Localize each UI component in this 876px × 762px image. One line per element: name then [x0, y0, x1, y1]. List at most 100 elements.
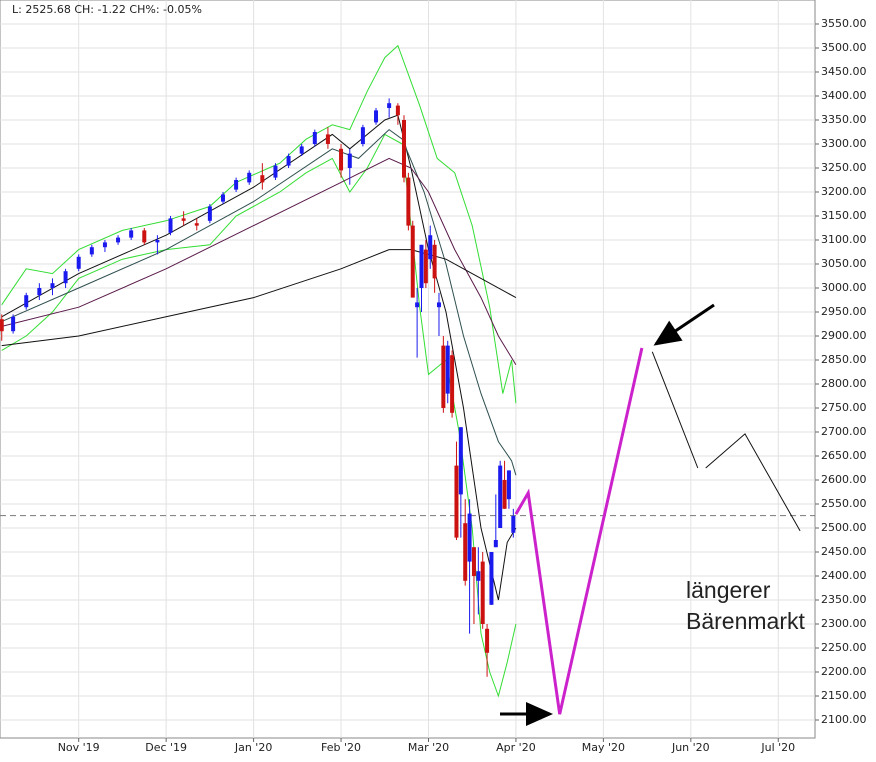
candle-body	[24, 295, 29, 308]
candle-body	[467, 513, 472, 562]
y-tick-label: 2100.00	[821, 713, 867, 726]
candle-body	[360, 127, 365, 144]
y-tick-label: 2400.00	[821, 569, 867, 582]
candle-body	[419, 244, 424, 288]
candle-body	[395, 105, 400, 116]
y-tick-label: 2700.00	[821, 425, 867, 438]
candle-body	[312, 132, 317, 144]
y-tick-label: 2500.00	[821, 521, 867, 534]
candle-body	[454, 465, 459, 538]
x-tick-label: Jul '20	[760, 741, 795, 754]
y-tick-label: 3150.00	[821, 209, 867, 222]
candle-body	[63, 271, 68, 284]
candle-body	[423, 249, 428, 284]
y-tick-label: 2450.00	[821, 545, 867, 558]
y-tick-label: 3050.00	[821, 257, 867, 270]
candle-body	[471, 547, 476, 576]
indicator-line	[651, 351, 801, 532]
x-tick-label: May '20	[582, 741, 625, 754]
candle-body	[89, 247, 94, 255]
candle-body	[260, 175, 265, 183]
candle-body	[207, 206, 212, 221]
y-tick-label: 2600.00	[821, 473, 867, 486]
y-tick-label: 2650.00	[821, 449, 867, 462]
candle-body	[168, 218, 173, 233]
candle-body	[116, 237, 121, 243]
candle-body	[325, 134, 330, 144]
candle-body	[142, 230, 147, 243]
candle-body	[450, 355, 455, 413]
candle-body	[415, 302, 420, 308]
candle-body	[511, 516, 516, 533]
x-tick-label: Apr '20	[496, 741, 536, 754]
candle-body	[181, 218, 186, 221]
y-tick-label: 2150.00	[821, 689, 867, 702]
y-tick-label: 2750.00	[821, 401, 867, 414]
indicator-line	[1, 44, 517, 404]
candle-body	[458, 427, 463, 495]
candle-body	[502, 480, 507, 509]
candle-body	[432, 244, 437, 279]
x-tick-label: Feb '20	[321, 741, 361, 754]
candle-body	[480, 561, 485, 624]
y-tick-label: 2200.00	[821, 665, 867, 678]
y-tick-label: 2300.00	[821, 617, 867, 630]
candle-body	[299, 146, 304, 154]
candle-body	[273, 165, 278, 178]
candle-body	[410, 225, 415, 298]
y-tick-label: 2950.00	[821, 305, 867, 318]
x-tick-label: Jun '20	[671, 741, 710, 754]
y-tick-label: 3500.00	[821, 41, 867, 54]
candle-body	[76, 256, 81, 269]
indicator-line	[1, 249, 517, 347]
y-tick-label: 3350.00	[821, 113, 867, 126]
candle-body	[374, 110, 379, 123]
candle-body	[234, 180, 239, 190]
y-tick-label: 3550.00	[821, 17, 867, 30]
candle-body	[220, 194, 225, 202]
candle-body	[406, 177, 411, 226]
y-tick-label: 3450.00	[821, 65, 867, 78]
y-tick-label: 3250.00	[821, 161, 867, 174]
candle-body	[286, 156, 291, 166]
x-tick-label: Nov '19	[58, 741, 100, 754]
candle-body	[194, 223, 199, 226]
y-tick-label: 2800.00	[821, 377, 867, 390]
candle-body	[247, 172, 252, 183]
candle-body	[463, 523, 468, 581]
candle-body	[402, 120, 407, 178]
y-tick-label: 3200.00	[821, 185, 867, 198]
y-tick-label: 2250.00	[821, 641, 867, 654]
candle-body	[102, 242, 107, 248]
candle-body	[155, 240, 160, 243]
candle-body	[0, 319, 4, 332]
annotation: längerer	[686, 577, 771, 603]
y-tick-label: 2550.00	[821, 497, 867, 510]
candle-body	[493, 540, 498, 548]
candle-body	[498, 465, 503, 528]
candle-body	[37, 288, 42, 296]
y-tick-label: 3100.00	[821, 233, 867, 246]
y-tick-label: 3000.00	[821, 281, 867, 294]
indicator-line	[1, 133, 517, 698]
candle-body	[476, 571, 481, 581]
y-tick-label: 3400.00	[821, 89, 867, 102]
annotation: Bärenmarkt	[686, 608, 805, 634]
candle-body	[436, 302, 441, 308]
candle-body	[339, 148, 344, 171]
x-tick-label: Dec '19	[145, 741, 187, 754]
candle-body	[441, 345, 446, 408]
candle-body	[489, 552, 494, 605]
candle-body	[129, 230, 134, 238]
candle-body	[11, 316, 16, 332]
candle-body	[387, 103, 392, 108]
candle-body	[347, 153, 352, 168]
y-tick-label: 2350.00	[821, 593, 867, 606]
y-tick-label: 3300.00	[821, 137, 867, 150]
x-tick-label: Jan '20	[234, 741, 272, 754]
x-tick-label: Mar '20	[408, 741, 449, 754]
candle-body	[50, 283, 55, 288]
y-tick-label: 2900.00	[821, 329, 867, 342]
candle-body	[428, 235, 433, 260]
